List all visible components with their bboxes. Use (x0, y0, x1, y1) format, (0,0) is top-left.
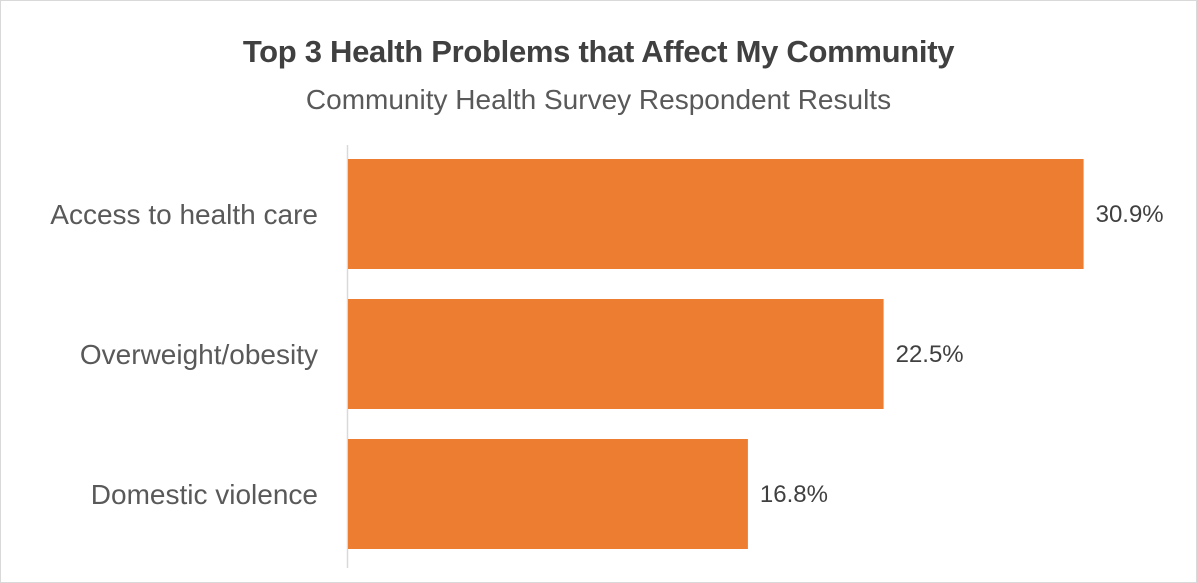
category-label: Domestic violence (91, 479, 318, 510)
data-label: 22.5% (896, 341, 964, 368)
bar-2 (348, 299, 884, 409)
chart-subtitle: Community Health Survey Respondent Resul… (305, 84, 892, 115)
bar-1 (348, 159, 1084, 269)
bars-group: Access to health care 30.9% Overweight/obe… (50, 159, 1164, 549)
category-label: Access to health care (50, 199, 318, 230)
chart-title: Top 3 Health Problems that Affect My Com… (242, 34, 955, 69)
category-label: Overweight/obesity (80, 339, 318, 370)
data-label: 30.9% (1096, 201, 1164, 228)
data-label: 16.8% (760, 481, 828, 508)
bar-3 (348, 439, 748, 549)
